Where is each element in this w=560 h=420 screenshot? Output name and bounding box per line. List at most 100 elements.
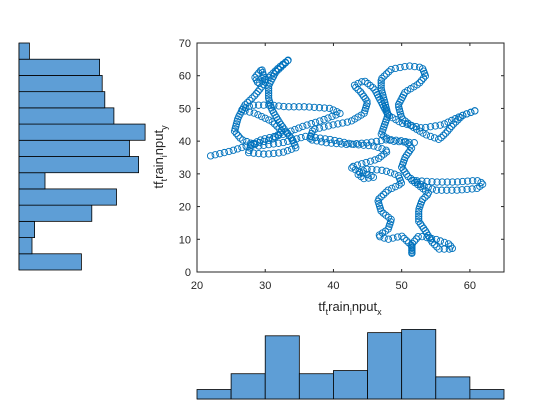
scatter-point [408,249,416,257]
scatter-point [311,125,319,133]
scatter-point [448,244,456,253]
scatter-point [449,120,458,128]
scatter-point [324,114,332,122]
scatter-point [448,186,456,194]
scatter-point [448,178,457,186]
scatter-point [386,169,395,177]
scatter-point [377,81,385,90]
scatter-point [420,182,428,190]
scatter-point [363,165,371,173]
scatter-point [356,169,364,177]
x-tick-label: 40 [327,280,339,292]
scatter-point [387,215,395,224]
scatter-point [243,137,251,146]
scatter-point [260,150,268,158]
scatter-point [408,176,416,185]
scatter-point [348,164,356,172]
scatter-point [234,132,242,140]
scatter-point [376,233,384,241]
scatter-point [324,122,333,130]
scatter-point [444,240,453,248]
scatter-point [211,151,219,159]
scatter-point [258,83,266,91]
scatter-point [440,245,448,253]
scatter-point [395,138,403,146]
scatter-point [468,185,476,193]
scatter-point [377,207,385,215]
y-histogram-bar [18,58,100,76]
x-histogram-bar [367,332,403,400]
scatter-point [233,145,242,153]
scatter-point [249,149,258,157]
scatter-point [463,185,471,194]
scatter-point [248,94,256,102]
scatter-point [270,149,278,158]
scatter-point [410,62,419,71]
y-histogram-bars [18,42,146,271]
scatter-point [255,149,263,158]
scatter-point [372,137,381,146]
y-tick-label: 50 [179,103,191,115]
scatter-point [471,107,479,115]
scatter-point [251,140,259,149]
scatter-point [246,96,254,105]
scatter-point [379,190,388,199]
scatter-point [264,87,273,95]
scatter-point [310,103,318,112]
scatter-point [442,129,450,137]
scatter-point [230,127,239,135]
scatter-point [359,167,368,175]
scatter-point [428,178,436,186]
scatter-point [225,147,233,156]
scatter-point [454,116,462,124]
scatter-point [413,81,421,89]
scatter-point [469,177,477,185]
scatter-point [384,235,393,243]
scatter-point [265,140,273,149]
scatter-point [300,103,308,111]
scatter-point [270,70,279,78]
y-tick-label: 0 [185,267,191,279]
scatter-point [355,167,363,176]
scatter-point [320,115,328,124]
y-tick-label: 10 [179,234,191,246]
x-histogram-bars [196,329,505,400]
scatter-point [270,101,278,110]
scatter-point [408,247,416,255]
x-histogram-bar [230,373,266,400]
scatter-point [264,92,273,100]
scatter-point [280,102,288,111]
scatter-point [373,166,381,174]
scatter-point [408,239,417,248]
scatter-point [255,142,263,150]
scatter-point [405,138,413,147]
scatter-point [292,135,301,143]
scatter-point [216,150,224,158]
scatter-point [271,67,280,75]
scatter-point [402,236,411,245]
scatter-point [435,245,443,253]
scatter-point [399,165,407,174]
scatter-point [247,139,255,147]
y-tick-label: 70 [179,38,191,50]
scatter-point [408,244,416,253]
scatter-point [443,186,451,194]
scatter-point [244,148,253,157]
scatter-point [260,101,268,109]
scatter-point [391,64,400,73]
scatter-point [269,140,278,148]
scatter-point [445,245,453,253]
scatter-point [393,233,402,241]
scatter-point [254,87,262,96]
y-histogram-bar [18,107,115,125]
y-marginal-histogram [18,42,146,271]
scatter-point [415,217,423,226]
scatter-point [388,184,396,193]
scatter-point [322,139,330,147]
scatter-point [250,109,258,117]
scatter-point [436,121,444,129]
scatter-point [283,147,292,155]
scatter-point [473,184,481,193]
y-histogram-bar [18,237,33,255]
